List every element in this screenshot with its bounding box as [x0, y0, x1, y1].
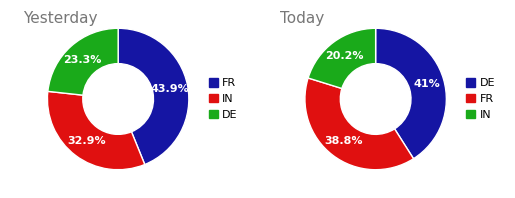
Text: Yesterday: Yesterday — [23, 11, 97, 26]
Text: 20.2%: 20.2% — [325, 51, 364, 61]
Text: 43.9%: 43.9% — [151, 84, 190, 94]
Text: 32.9%: 32.9% — [67, 136, 106, 146]
Wedge shape — [48, 28, 118, 95]
Text: 41%: 41% — [413, 79, 440, 89]
Wedge shape — [375, 28, 447, 159]
Wedge shape — [305, 78, 414, 170]
Wedge shape — [118, 28, 189, 165]
Legend: FR, IN, DE: FR, IN, DE — [209, 78, 238, 120]
Text: Today: Today — [280, 11, 324, 26]
Text: 38.8%: 38.8% — [324, 136, 363, 146]
Wedge shape — [308, 28, 375, 89]
Wedge shape — [47, 91, 145, 170]
Text: 23.3%: 23.3% — [63, 54, 102, 65]
Legend: DE, FR, IN: DE, FR, IN — [467, 78, 495, 120]
